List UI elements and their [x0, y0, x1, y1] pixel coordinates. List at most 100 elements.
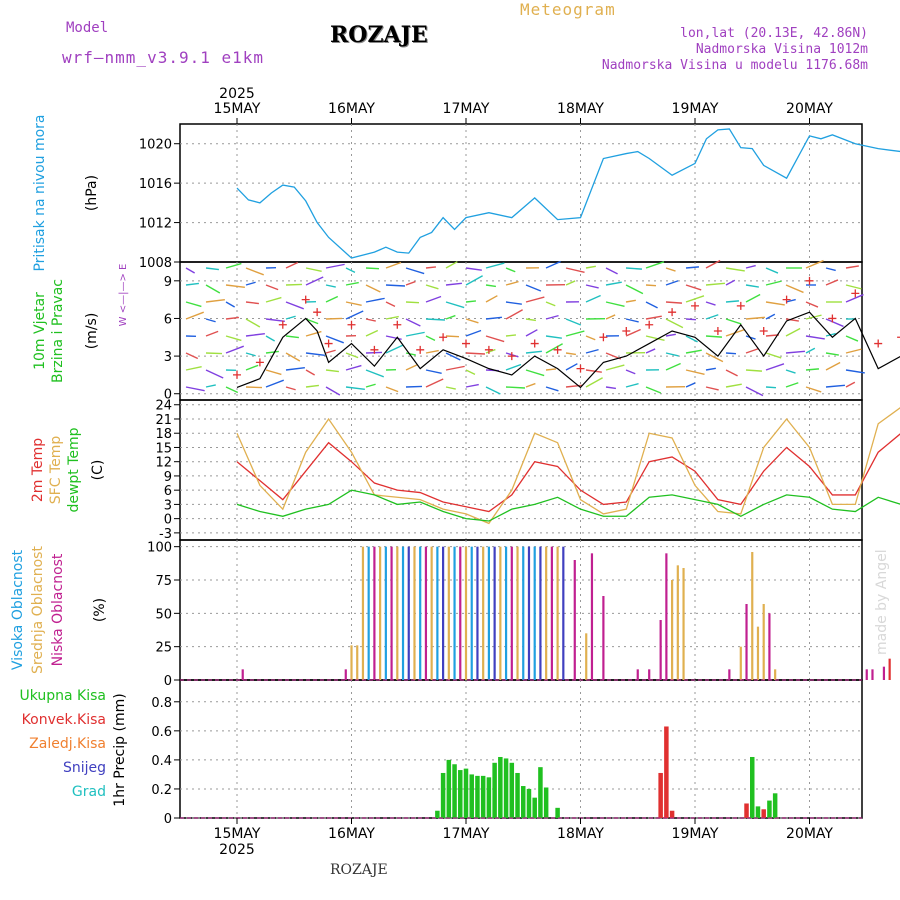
- wind-arrow: [765, 301, 785, 306]
- wind-arrow: [385, 344, 404, 354]
- wind-arrow: [325, 335, 344, 344]
- station-elevation: Nadmorska Visina 1012m: [695, 42, 868, 57]
- wind-arrow: [265, 296, 282, 303]
- precip-ytick-label: 0: [164, 812, 172, 827]
- wind-arrow: [705, 335, 723, 338]
- precip-bar: [486, 777, 492, 818]
- precip-bar: [503, 758, 509, 818]
- wind-arrow: [445, 352, 461, 361]
- clouds-bar: [361, 546, 365, 680]
- wind-arrow: [225, 316, 239, 320]
- wind-arrow: [685, 284, 702, 291]
- wind-arrow: [265, 318, 285, 323]
- clouds-bar: [516, 546, 519, 680]
- clouds-bar: [745, 604, 748, 680]
- wind-arrow: [745, 386, 764, 397]
- wind-arrow: [505, 386, 526, 389]
- wind-arrow: [425, 318, 446, 321]
- wind-gust-marker: [324, 339, 333, 348]
- clouds-bar: [659, 620, 662, 680]
- wind-arrow: [825, 384, 845, 388]
- clouds-bar: [590, 553, 594, 680]
- precip-bar: [750, 756, 755, 818]
- wind-arrow: [445, 314, 456, 320]
- wind-arrow: [285, 366, 305, 371]
- wind-arrow: [205, 369, 224, 379]
- wind-arrow: [665, 301, 683, 304]
- wind-arrow: [265, 284, 279, 291]
- wind-arrow: [545, 260, 561, 269]
- wind-gust-marker: [782, 295, 791, 304]
- pressure-ytick-label: 1008: [139, 256, 172, 271]
- clouds-bar: [533, 546, 536, 680]
- wind-arrow: [465, 352, 486, 355]
- wind-arrow: [205, 284, 221, 294]
- wind-arrow: [765, 363, 785, 371]
- wind-arrow: [665, 352, 679, 357]
- wind-arrow: [385, 284, 406, 287]
- clouds-bar: [384, 546, 387, 680]
- temperature-series-2m-temp: [236, 433, 900, 513]
- wind-gust-marker: [393, 320, 402, 329]
- wind-arrow: [285, 352, 301, 362]
- clouds-bar: [470, 546, 473, 680]
- wind-arrow: [385, 386, 399, 393]
- wind-arrow: [745, 348, 759, 354]
- clouds-bar: [768, 613, 771, 680]
- wind-arrow: [625, 369, 636, 375]
- wind-arrow: [365, 369, 384, 378]
- clouds-bar: [390, 546, 393, 680]
- wind-arrow: [645, 335, 665, 341]
- wind-arrow: [765, 313, 776, 320]
- bottom-date-label: 17MAY: [443, 826, 490, 842]
- wind-arrow: [265, 379, 284, 388]
- clouds-bar: [756, 626, 760, 680]
- wind-arrow: [685, 382, 696, 388]
- precip-bar: [767, 800, 772, 818]
- temperature-ytick-label: 3: [164, 498, 172, 513]
- wind-arrow: [705, 386, 719, 391]
- pressure-ytick-label: 1012: [139, 217, 172, 232]
- wind-arrow: [625, 284, 644, 295]
- pressure-panel-frame: [179, 123, 863, 263]
- wind-arrow: [705, 301, 716, 306]
- wind-arrow: [825, 361, 841, 371]
- wind-arrow: [465, 318, 479, 324]
- wind-arrow: [245, 318, 261, 328]
- wind-unit: (m/s): [84, 313, 100, 350]
- wind-arrow: [405, 267, 425, 275]
- clouds-bar: [774, 669, 777, 680]
- wind-arrow: [285, 335, 299, 339]
- wind-arrow: [845, 265, 859, 269]
- wind-arrow: [405, 352, 416, 356]
- clouds-bar: [442, 546, 445, 680]
- wind-arrow: [205, 330, 219, 337]
- wind-arrow: [685, 295, 705, 303]
- wind-arrow: [785, 318, 799, 322]
- clouds-bar: [407, 546, 410, 680]
- wind-gust-marker: [301, 295, 310, 304]
- wind-arrow: [805, 301, 819, 308]
- wind-arrow: [585, 294, 601, 303]
- clouds-bar: [436, 546, 439, 680]
- wind-arrow: [485, 295, 498, 303]
- wind-arrow: [605, 281, 622, 286]
- clouds-bar: [676, 565, 679, 680]
- precip-bar: [498, 756, 503, 818]
- wind-arrow: [825, 267, 836, 272]
- wind-arrow: [665, 362, 681, 371]
- wind-arrow: [425, 266, 437, 269]
- wind-arrow: [405, 363, 419, 371]
- clouds-bar: [539, 546, 542, 680]
- wind-arrow: [225, 335, 242, 342]
- wind-arrow: [345, 310, 364, 320]
- wind-arrow: [305, 352, 325, 357]
- wind-arrow: [525, 284, 542, 292]
- precip-bar: [532, 797, 537, 818]
- wind-arrow: [425, 369, 442, 375]
- wind-arrow: [705, 352, 724, 363]
- wind-arrow: [845, 369, 865, 374]
- wind-gust-marker: [691, 301, 699, 310]
- precip-ytick-label: 0.2: [151, 783, 172, 798]
- wind-arrow: [845, 293, 864, 303]
